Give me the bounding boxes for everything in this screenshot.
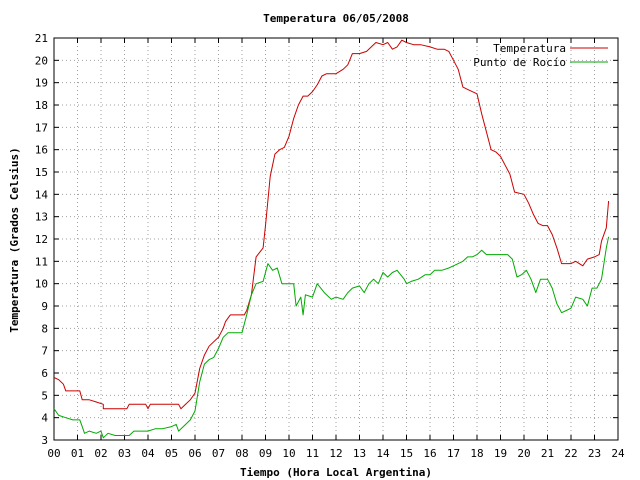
y-tick-label: 6 (41, 367, 48, 380)
x-tick-label: 14 (376, 447, 390, 460)
y-tick-label: 12 (35, 233, 48, 246)
y-tick-label: 8 (41, 322, 48, 335)
x-tick-label: 20 (517, 447, 530, 460)
y-tick-label: 10 (35, 278, 48, 291)
y-tick-label: 17 (35, 121, 48, 134)
grid-lines (54, 38, 618, 440)
x-tick-label: 18 (470, 447, 483, 460)
y-tick-label: 16 (35, 144, 48, 157)
x-tick-label: 02 (94, 447, 107, 460)
y-tick-label: 19 (35, 77, 48, 90)
x-tick-label: 15 (400, 447, 413, 460)
x-tick-label: 09 (259, 447, 272, 460)
x-tick-label: 12 (329, 447, 342, 460)
x-tick-label: 13 (353, 447, 366, 460)
y-tick-label: 9 (41, 300, 48, 313)
y-tick-labels: 3 4 5 6 7 8 9 10 11 12 13 14 15 16 17 18 19 20 21 (35, 32, 49, 447)
x-tick-label: 11 (306, 447, 319, 460)
y-tick-label: 4 (41, 412, 48, 425)
x-axis-label: Tiempo (Hora Local Argentina) (240, 466, 432, 479)
y-tick-label: 14 (35, 188, 49, 201)
y-tick-label: 3 (41, 434, 48, 447)
x-tick-label: 24 (611, 447, 625, 460)
x-tick-label: 22 (564, 447, 577, 460)
x-tick-labels: 00 01 02 03 04 05 06 07 08 09 10 11 12 13 14 15 16 17 18 19… (47, 447, 625, 460)
y-tick-label: 18 (35, 99, 48, 112)
series-line-temperatura (53, 39, 610, 410)
legend-label-punto-de-rocio: Punto de Rocío (473, 56, 566, 69)
chart-title: Temperatura 06/05/2008 (263, 12, 409, 25)
x-tick-label: 10 (282, 447, 295, 460)
series-lines (53, 39, 610, 439)
y-tick-label: 21 (35, 32, 48, 45)
x-tick-label: 19 (494, 447, 507, 460)
legend-label-temperatura: Temperatura (493, 42, 566, 55)
y-tick-label: 20 (35, 54, 48, 67)
y-tick-label: 13 (35, 211, 48, 224)
x-tick-label: 00 (47, 447, 60, 460)
y-tick-label: 11 (35, 255, 48, 268)
x-tick-label: 23 (588, 447, 601, 460)
x-tick-label: 05 (165, 447, 178, 460)
x-tick-label: 03 (118, 447, 131, 460)
y-tick-label: 15 (35, 166, 48, 179)
x-tick-label: 16 (423, 447, 436, 460)
legend: Temperatura Punto de Rocío (473, 42, 608, 69)
x-tick-label: 04 (141, 447, 155, 460)
x-tick-label: 08 (235, 447, 248, 460)
x-tick-label: 06 (188, 447, 201, 460)
axis-ticks (53, 37, 619, 441)
x-tick-label: 01 (71, 447, 84, 460)
x-tick-label: 17 (447, 447, 460, 460)
x-tick-label: 21 (541, 447, 554, 460)
y-tick-label: 7 (41, 345, 48, 358)
y-axis-label: Temperatura (Grados Celsius) (8, 147, 21, 332)
x-tick-label: 07 (212, 447, 225, 460)
y-tick-label: 5 (41, 389, 48, 402)
series-line-punto-de-rocio (53, 236, 610, 439)
